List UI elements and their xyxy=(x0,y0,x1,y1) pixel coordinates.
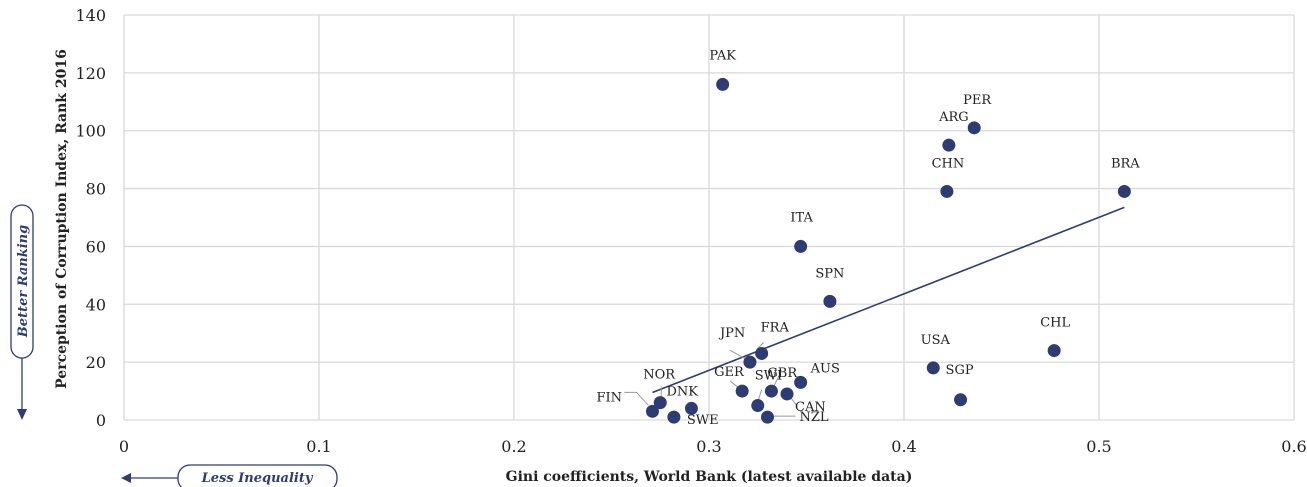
leader-line xyxy=(624,391,649,406)
data-point-jpn xyxy=(743,355,757,369)
x-axis-title: Gini coefficients, World Bank (latest av… xyxy=(506,469,913,485)
data-point-bra xyxy=(1117,184,1131,198)
y-tick-label: 60 xyxy=(86,237,106,256)
data-point-nzl xyxy=(761,410,774,424)
data-point-arg xyxy=(942,138,956,152)
y-tick-label: 120 xyxy=(75,64,106,83)
point-label: SWE xyxy=(687,413,719,428)
point-label: PER xyxy=(963,93,992,108)
leader-line xyxy=(772,374,780,388)
data-point-gbr xyxy=(764,384,778,398)
point-label: JPN xyxy=(718,326,745,341)
point-label: SPN xyxy=(815,266,844,281)
data-point-usa xyxy=(926,361,940,375)
data-point-fra xyxy=(755,346,769,360)
arrow-down-icon xyxy=(17,409,27,420)
data-point-per xyxy=(967,121,981,135)
data-point-fin xyxy=(645,404,659,418)
data-point-ger xyxy=(735,384,749,398)
x-tick-label: 0.2 xyxy=(501,437,526,456)
point-label: CHN xyxy=(932,156,965,171)
point-label: GBR xyxy=(767,366,798,381)
data-point-chn xyxy=(940,184,954,198)
point-label: FRA xyxy=(761,320,790,335)
point-label: PAK xyxy=(709,48,736,63)
point-label: ITA xyxy=(790,210,813,225)
point-label: GER xyxy=(714,365,745,380)
data-point-sgp xyxy=(954,393,968,407)
x-tick-label: 0.4 xyxy=(891,437,916,456)
trendline-layer xyxy=(652,206,1125,394)
x-tick-label: 0.6 xyxy=(1281,437,1306,456)
arrow-left-icon xyxy=(121,473,131,483)
data-point-swi xyxy=(751,399,765,413)
data-point-dnk xyxy=(684,401,698,415)
y-tick-label: 40 xyxy=(86,295,106,314)
data-point-ita xyxy=(794,239,808,253)
y-axis-title: Perception of Corruption Index, Rank 201… xyxy=(54,49,70,389)
data-point-nor xyxy=(653,396,667,410)
point-label: FIN xyxy=(596,390,622,405)
point-label: USA xyxy=(921,333,951,348)
point-label: BRA xyxy=(1111,156,1140,171)
leader-line xyxy=(790,397,798,407)
less-inequality-callout: Less Inequality xyxy=(121,464,338,487)
trendline xyxy=(652,206,1125,394)
point-label: SWI xyxy=(755,369,782,384)
point-label: CHL xyxy=(1040,316,1070,331)
point-label: DNK xyxy=(666,384,698,399)
x-tick-label: 0.3 xyxy=(696,437,721,456)
less-inequality-pill xyxy=(177,464,338,487)
point-label: AUS xyxy=(810,361,840,376)
tick-labels: 0 20 40 60 80 100 120 140 0 0.1 0.2 0.3 0.4 0.5 0.6 xyxy=(75,6,1306,456)
better-ranking-label: Better Ranking xyxy=(16,225,31,338)
better-ranking-callout: Better Ranking xyxy=(10,204,34,420)
data-point-pak xyxy=(716,77,730,91)
y-tick-label: 80 xyxy=(86,180,106,199)
data-point-chl xyxy=(1047,344,1061,358)
x-tick-label: 0.1 xyxy=(306,437,331,456)
x-tick-label: 0.5 xyxy=(1086,437,1111,456)
y-tick-label: 20 xyxy=(86,353,106,372)
point-label: NZL xyxy=(800,410,829,425)
point-label: CAN xyxy=(795,400,826,415)
less-inequality-label: Less Inequality xyxy=(201,471,314,486)
y-tick-label: 140 xyxy=(75,6,106,25)
point-label: NOR xyxy=(643,368,676,383)
grid-lines xyxy=(123,14,1295,421)
y-tick-label: 100 xyxy=(75,122,106,141)
data-points xyxy=(645,77,1131,424)
data-point-can xyxy=(780,387,794,401)
data-point-swe xyxy=(667,410,681,424)
y-tick-label: 0 xyxy=(96,411,106,430)
data-point-aus xyxy=(794,375,808,389)
point-label: ARG xyxy=(938,110,969,125)
data-point-spn xyxy=(823,294,837,308)
point-labels: PAK PER ARG CHN BRA ITA SPN CHL FRA JPN USA AUS GER G… xyxy=(596,48,1140,428)
x-tick-label: 0 xyxy=(119,437,129,456)
point-label: SGP xyxy=(946,363,974,378)
